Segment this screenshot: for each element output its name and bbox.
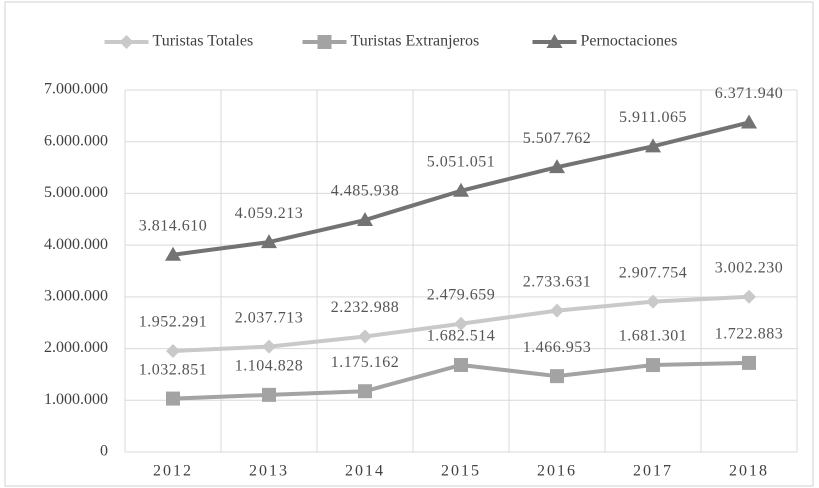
marker [317,35,332,49]
y-tick-label: 6.000.000 [44,132,108,149]
data-label: 1.466.953 [523,339,592,356]
y-tick-label: 7.000.000 [44,81,108,98]
data-label: 5.911.065 [619,109,687,126]
chart-frame [4,1,814,487]
x-tick-label: 2014 [345,463,385,480]
data-label: 3.002.230 [715,259,784,276]
x-tick-label: 2017 [633,463,673,480]
marker [261,234,277,249]
x-tick-label: 2012 [153,463,193,480]
data-label: 1.682.514 [427,328,496,345]
data-label: 2.037.713 [235,309,304,326]
x-tick-label: 2016 [537,463,577,480]
x-tick-label: 2018 [729,463,769,480]
legend-label: Turistas Totales [153,33,254,50]
marker [646,294,660,309]
marker [357,212,373,227]
data-label: 4.485.938 [331,183,400,200]
marker [741,114,757,129]
data-label: 2.733.631 [523,273,592,290]
x-tick-label: 2013 [249,463,289,480]
y-tick-label: 2.000.000 [44,339,108,356]
y-tick-label: 4.000.000 [44,236,108,253]
data-label: 3.814.610 [139,217,208,234]
data-label: 5.051.051 [427,153,496,170]
marker [454,357,468,372]
marker [358,384,372,399]
marker [550,303,564,318]
marker [646,358,660,373]
data-label: 2.479.659 [427,286,496,303]
marker [358,329,372,344]
y-tick-label: 1.000.000 [44,391,108,408]
legend-label: Pernoctaciones [581,33,678,50]
marker [550,369,564,384]
y-tick-label: 0 [100,443,108,460]
y-tick-label: 5.000.000 [44,184,108,201]
data-label: 1.722.883 [715,326,784,343]
legend-label: Turistas Extranjeros [351,33,480,50]
marker [454,316,468,331]
y-tick-label: 3.000.000 [44,288,108,305]
data-label: 1.681.301 [619,328,688,345]
marker [262,339,276,354]
marker [645,138,661,153]
marker [453,182,469,197]
data-label: 1.032.851 [139,361,208,378]
data-label: 5.507.762 [523,130,592,147]
marker [549,159,565,174]
data-label: 1.175.162 [331,354,400,371]
marker [262,387,276,402]
marker [119,35,134,49]
data-label: 2.232.988 [331,299,400,316]
marker [546,34,563,48]
marker [166,344,180,359]
data-label: 1.104.828 [235,358,304,375]
data-label: 2.907.754 [619,264,688,281]
marker [742,355,756,370]
data-label: 6.371.940 [715,85,784,102]
marker [742,289,756,304]
data-label: 4.059.213 [235,205,304,222]
x-tick-label: 2015 [441,463,481,480]
data-label: 1.952.291 [139,314,208,331]
marker [166,391,180,406]
marker [165,246,181,261]
